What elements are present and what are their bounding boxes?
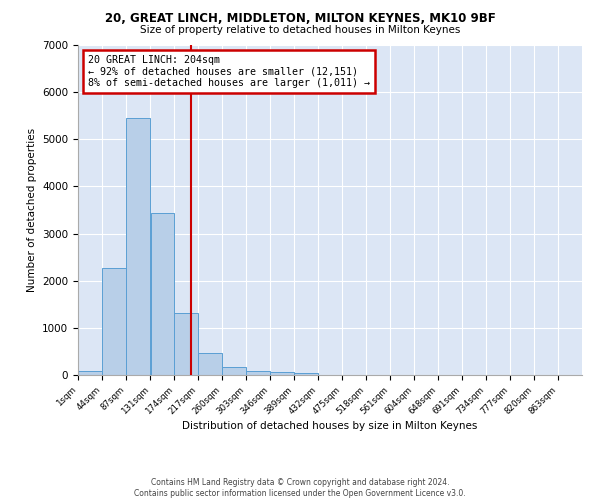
Text: Contains HM Land Registry data © Crown copyright and database right 2024.
Contai: Contains HM Land Registry data © Crown c…	[134, 478, 466, 498]
Bar	[126, 118, 150, 375]
Y-axis label: Number of detached properties: Number of detached properties	[26, 128, 37, 292]
Text: 20 GREAT LINCH: 204sqm
← 92% of detached houses are smaller (12,151)
8% of semi-: 20 GREAT LINCH: 204sqm ← 92% of detached…	[88, 55, 370, 88]
Bar	[175, 313, 198, 375]
Bar	[151, 213, 174, 375]
X-axis label: Distribution of detached houses by size in Milton Keynes: Distribution of detached houses by size …	[182, 422, 478, 432]
Bar	[223, 368, 246, 375]
Bar	[247, 371, 270, 375]
Bar	[102, 268, 126, 375]
Text: 20, GREAT LINCH, MIDDLETON, MILTON KEYNES, MK10 9BF: 20, GREAT LINCH, MIDDLETON, MILTON KEYNE…	[104, 12, 496, 26]
Bar	[78, 372, 102, 375]
Bar	[294, 373, 318, 375]
Bar	[199, 354, 222, 375]
Text: Size of property relative to detached houses in Milton Keynes: Size of property relative to detached ho…	[140, 25, 460, 35]
Bar	[270, 372, 294, 375]
